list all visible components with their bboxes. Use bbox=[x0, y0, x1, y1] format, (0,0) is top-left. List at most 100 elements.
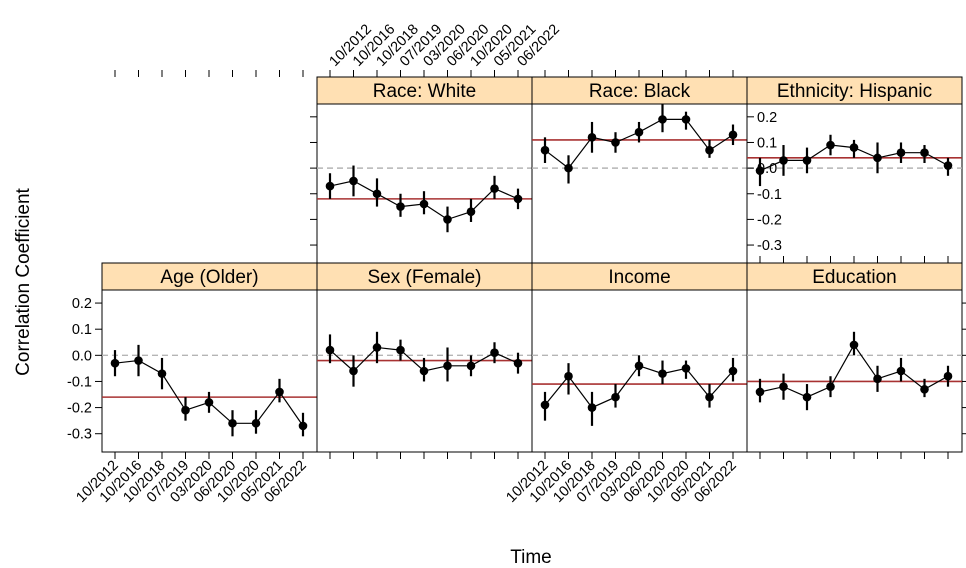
plot-frame-education bbox=[746, 289, 963, 453]
data-point-education-1 bbox=[755, 387, 765, 397]
data-point-age-older-1 bbox=[110, 358, 120, 368]
panel-race-white: Race: White bbox=[316, 76, 533, 264]
data-point-income-6 bbox=[658, 369, 667, 378]
data-point-sex-female-1 bbox=[325, 345, 335, 355]
data-point-sex-female-4 bbox=[396, 345, 405, 355]
data-point-age-older-6 bbox=[228, 418, 237, 428]
data-point-income-3 bbox=[587, 403, 597, 412]
y-tick-label-top-right-2: -0.2 bbox=[757, 212, 782, 228]
strip-label-education: Education bbox=[812, 267, 897, 288]
data-point-education-5 bbox=[849, 340, 859, 350]
y-tick-label-top-right-6: 0.2 bbox=[757, 110, 777, 126]
data-point-race-white-7 bbox=[466, 207, 476, 217]
strip-label-race-black: Race: Black bbox=[589, 81, 691, 102]
y-tick-label-bottom-left-5: 0.1 bbox=[72, 322, 92, 338]
y-tick-label-top-right-4: 0.0 bbox=[757, 161, 777, 177]
strip-label-sex-female: Sex (Female) bbox=[367, 267, 481, 288]
data-point-race-black-1 bbox=[540, 145, 550, 155]
panels-layer: Race: White Race: Black Ethnicity: Hispani… bbox=[101, 76, 963, 453]
strip-ethnicity-hispanic bbox=[746, 76, 963, 105]
strip-race-black bbox=[531, 76, 748, 105]
strip-sex-female bbox=[316, 262, 533, 291]
data-point-age-older-7 bbox=[251, 418, 261, 428]
data-point-sex-female-9 bbox=[513, 358, 523, 368]
y-axis-title: Correlation Coefficient bbox=[13, 187, 34, 375]
data-point-race-white-2 bbox=[349, 176, 358, 186]
data-point-sex-female-5 bbox=[419, 366, 429, 376]
panel-sex-female: Sex (Female) bbox=[316, 262, 533, 453]
data-point-race-black-2 bbox=[564, 163, 573, 173]
data-point-ethnicity-hispanic-8 bbox=[920, 148, 929, 158]
plot-frame-race-white bbox=[316, 103, 533, 264]
data-point-ethnicity-hispanic-5 bbox=[849, 143, 859, 152]
strip-label-age-older: Age (Older) bbox=[160, 267, 258, 288]
data-point-race-white-3 bbox=[372, 189, 382, 199]
data-point-education-9 bbox=[943, 371, 953, 381]
data-point-race-black-9 bbox=[728, 130, 738, 140]
data-point-race-white-9 bbox=[513, 194, 523, 204]
data-point-race-white-6 bbox=[443, 215, 452, 224]
data-point-race-black-6 bbox=[658, 115, 667, 124]
data-point-sex-female-3 bbox=[372, 343, 382, 352]
strip-age-older bbox=[101, 262, 318, 291]
y-tick-label-top-right-3: -0.1 bbox=[757, 187, 782, 203]
data-point-education-3 bbox=[802, 392, 812, 402]
data-point-income-8 bbox=[705, 392, 714, 402]
data-point-ethnicity-hispanic-2 bbox=[779, 156, 788, 165]
data-point-sex-female-7 bbox=[466, 361, 476, 371]
data-point-race-white-5 bbox=[419, 199, 429, 209]
y-tick-label-bottom-left-3: -0.1 bbox=[67, 374, 92, 390]
y-tick-label-top-right-5: 0.1 bbox=[757, 135, 777, 151]
panel-age-older: Age (Older) bbox=[101, 262, 318, 453]
data-point-income-4 bbox=[611, 392, 620, 402]
data-point-education-8 bbox=[920, 384, 929, 394]
data-point-sex-female-8 bbox=[490, 348, 499, 358]
data-point-age-older-3 bbox=[157, 369, 167, 378]
data-point-race-white-8 bbox=[490, 184, 499, 193]
y-tick-label-bottom-left-6: 0.2 bbox=[72, 296, 92, 312]
data-point-race-black-5 bbox=[634, 127, 644, 137]
strip-label-race-white: Race: White bbox=[373, 81, 476, 102]
data-point-race-white-4 bbox=[396, 202, 405, 211]
data-point-ethnicity-hispanic-7 bbox=[896, 148, 906, 158]
data-point-race-black-7 bbox=[681, 115, 691, 124]
data-point-age-older-4 bbox=[181, 405, 190, 415]
data-point-sex-female-2 bbox=[349, 366, 358, 376]
data-point-sex-female-6 bbox=[443, 361, 452, 371]
panel-income: Income bbox=[531, 262, 748, 453]
strip-race-white bbox=[316, 76, 533, 105]
data-point-income-2 bbox=[564, 371, 573, 381]
panel-ethnicity-hispanic: Ethnicity: Hispanic bbox=[746, 76, 963, 264]
strip-education bbox=[746, 262, 963, 291]
y-tick-label-bottom-left-1: -0.3 bbox=[67, 427, 92, 443]
panel-education: Education bbox=[746, 262, 963, 453]
data-point-income-7 bbox=[681, 364, 691, 373]
data-point-income-1 bbox=[540, 400, 550, 410]
data-point-ethnicity-hispanic-6 bbox=[873, 153, 882, 163]
data-point-age-older-5 bbox=[204, 398, 214, 407]
data-point-education-2 bbox=[779, 382, 788, 391]
data-point-education-6 bbox=[873, 374, 882, 384]
strip-label-ethnicity-hispanic: Ethnicity: Hispanic bbox=[777, 81, 932, 102]
data-point-ethnicity-hispanic-1 bbox=[755, 166, 765, 175]
data-point-age-older-8 bbox=[275, 387, 284, 397]
data-point-education-4 bbox=[826, 382, 835, 391]
data-point-income-5 bbox=[634, 361, 644, 371]
data-point-income-9 bbox=[728, 366, 738, 376]
panel-race-black: Race: Black bbox=[531, 76, 748, 264]
data-point-ethnicity-hispanic-3 bbox=[802, 156, 812, 165]
data-point-education-7 bbox=[896, 366, 906, 376]
y-tick-label-top-right-1: -0.3 bbox=[757, 238, 782, 254]
x-axis-title: Time bbox=[510, 547, 552, 568]
data-point-age-older-9 bbox=[298, 421, 308, 431]
strip-label-income: Income bbox=[608, 267, 670, 288]
data-point-ethnicity-hispanic-4 bbox=[826, 140, 835, 150]
data-point-age-older-2 bbox=[134, 356, 143, 365]
data-point-race-black-4 bbox=[611, 138, 620, 147]
y-tick-label-bottom-left-4: 0.0 bbox=[72, 348, 92, 364]
data-point-ethnicity-hispanic-9 bbox=[943, 161, 953, 170]
data-point-race-white-1 bbox=[325, 181, 335, 191]
data-point-race-black-3 bbox=[587, 133, 597, 142]
data-point-race-black-8 bbox=[705, 145, 714, 155]
